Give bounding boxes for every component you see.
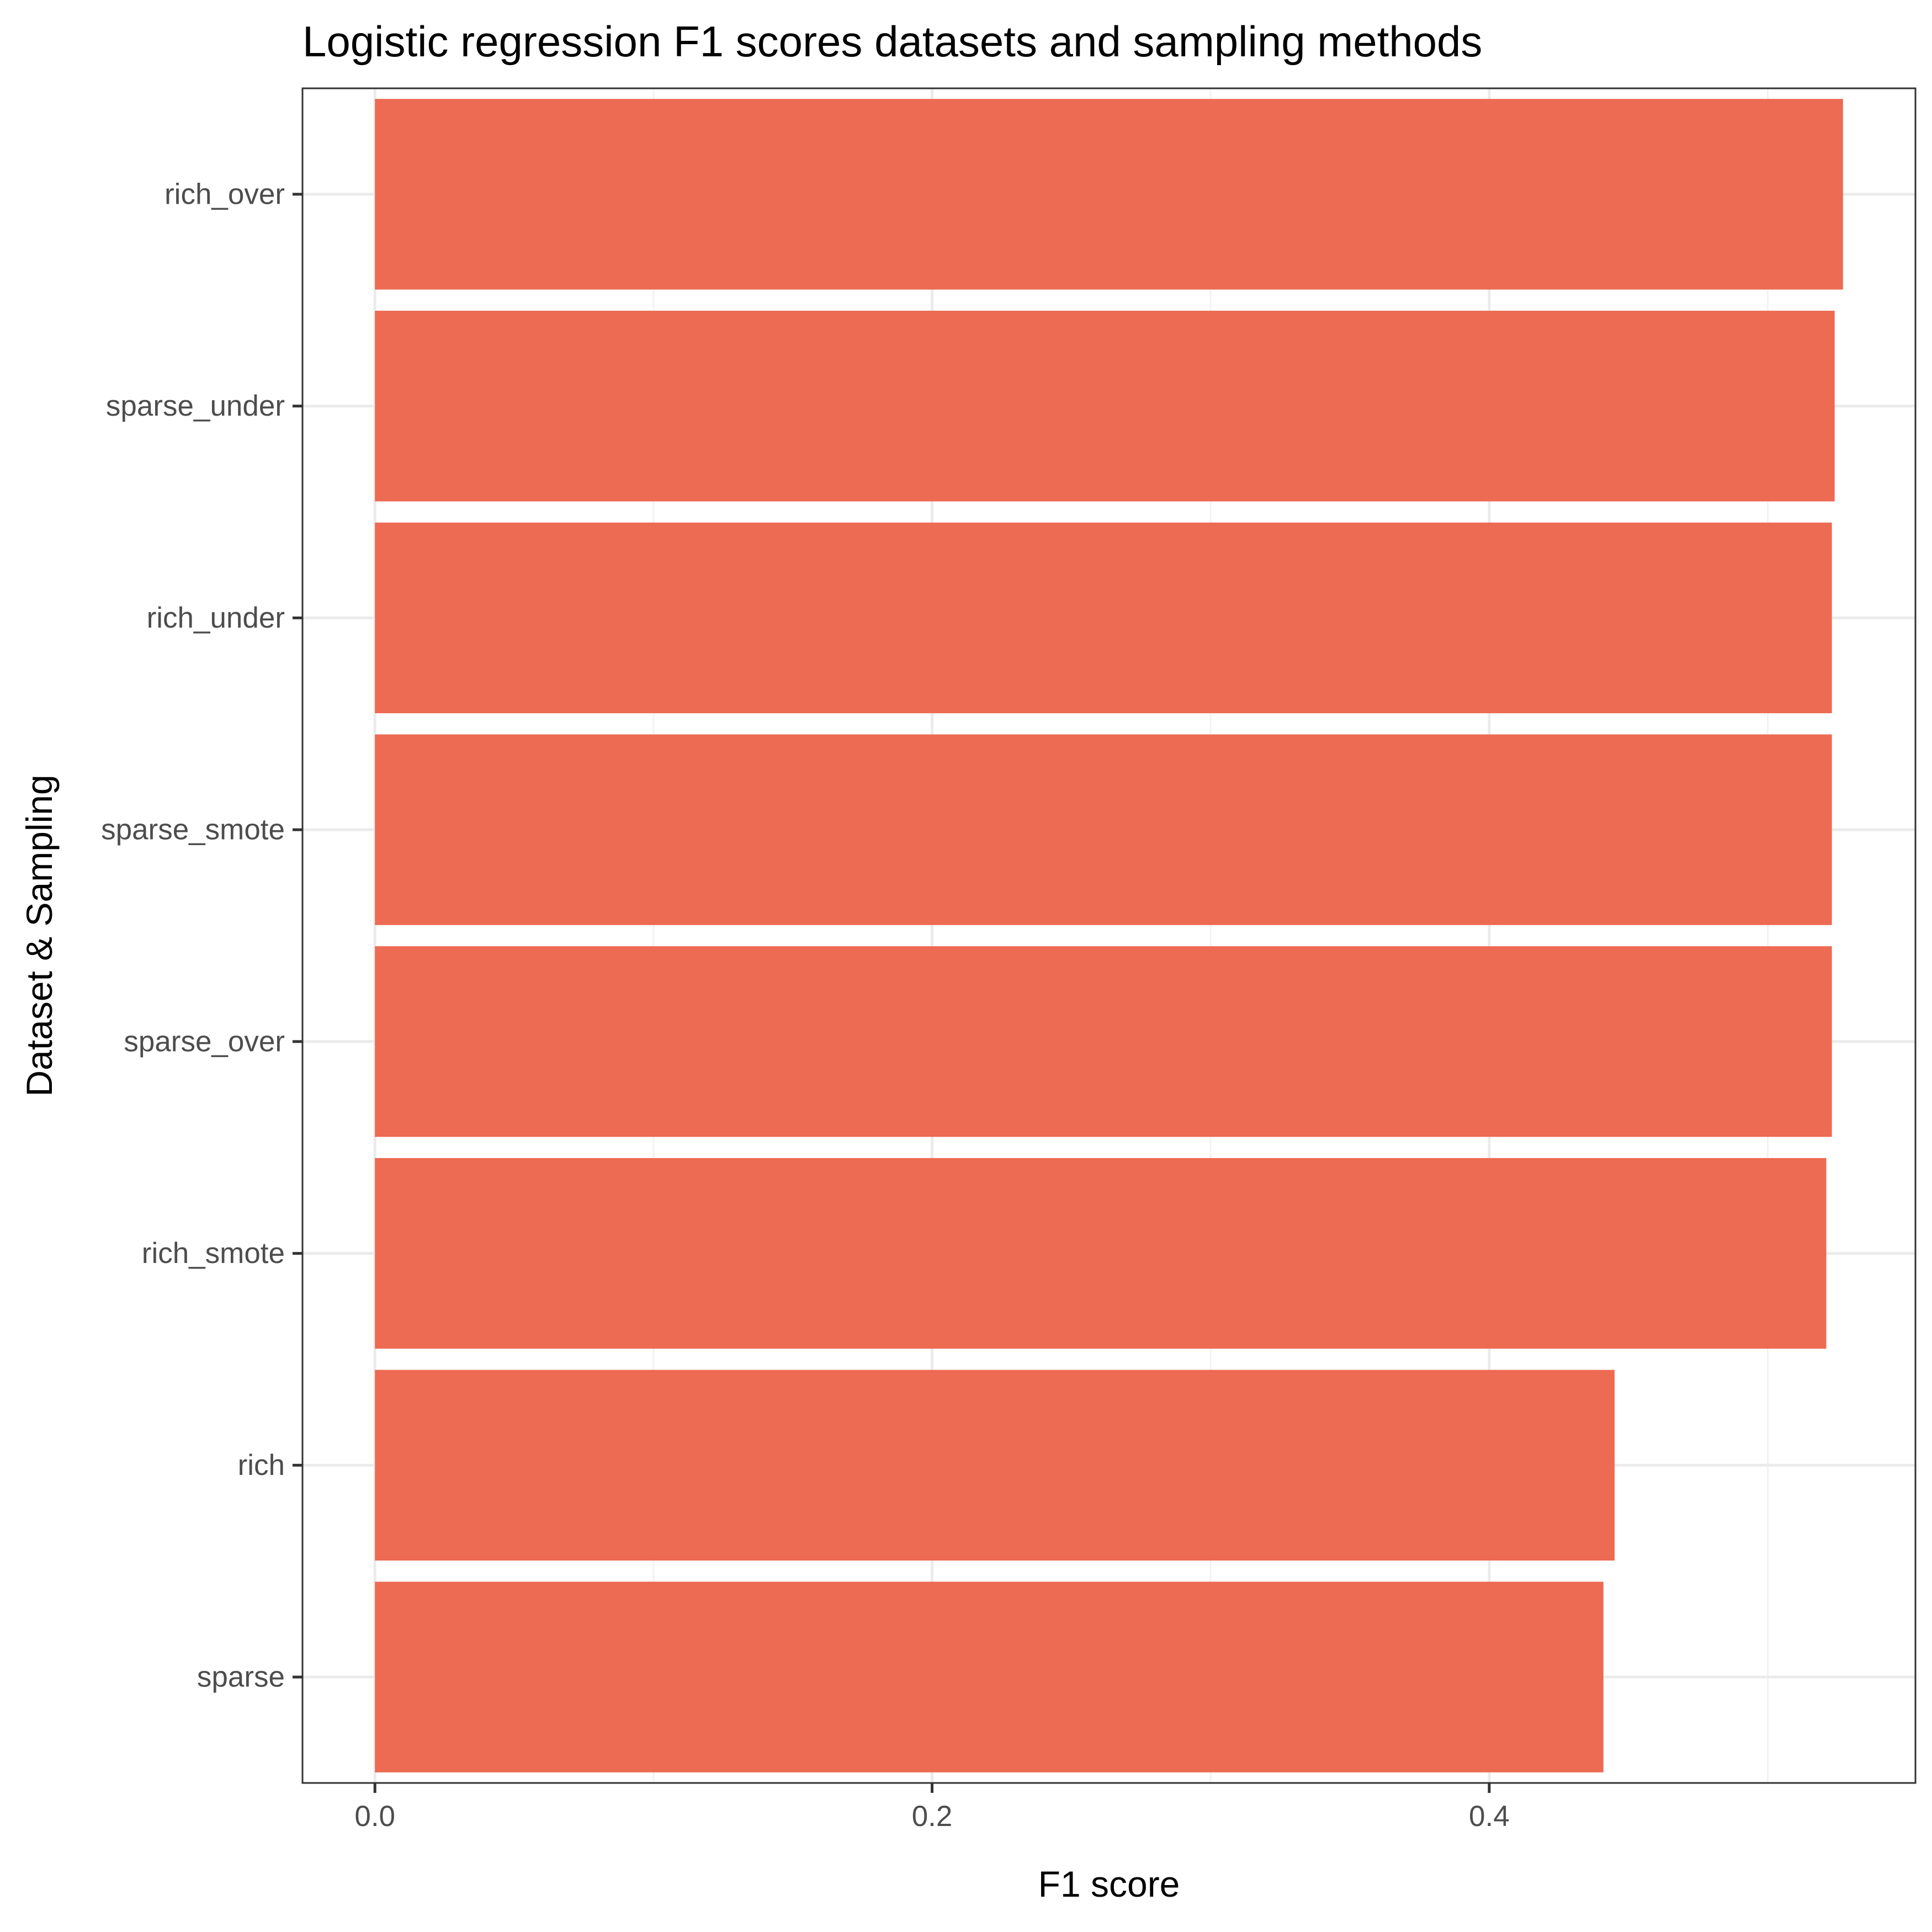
y-tick-label: sparse_over <box>124 1025 285 1058</box>
bar-sparse <box>375 1581 1604 1772</box>
y-tick-label: sparse_smote <box>101 814 285 846</box>
bar-sparse_smote <box>375 734 1832 925</box>
y-tick-label: sparse <box>197 1661 285 1694</box>
bars <box>375 99 1843 1772</box>
y-tick-label: sparse_under <box>106 390 285 422</box>
x-tick-label: 0.0 <box>354 1800 395 1833</box>
y-tick-label: rich_over <box>164 178 285 210</box>
x-tick-label: 0.2 <box>912 1800 953 1833</box>
bar-rich_under <box>375 522 1832 714</box>
x-axis: 0.0 0.2 0.4 <box>354 1783 1510 1833</box>
y-tick-label: rich_smote <box>142 1237 285 1270</box>
y-tick-label: rich_under <box>147 602 285 634</box>
x-tick-label: 0.4 <box>1469 1800 1510 1833</box>
bar-sparse_over <box>375 946 1832 1137</box>
bar-sparse_under <box>375 310 1835 502</box>
bar-rich_over <box>375 99 1843 290</box>
y-axis-title: Dataset & Sampling <box>19 774 60 1096</box>
bar-rich <box>375 1370 1615 1561</box>
bar-rich_smote <box>375 1158 1827 1349</box>
x-axis-title: F1 score <box>1038 1864 1180 1904</box>
chart-title: Logistic regression F1 scores datasets a… <box>302 17 1482 66</box>
y-axis: rich_over sparse_under rich_under sparse_sm… <box>101 178 302 1694</box>
plot-panel-border <box>301 87 1917 1784</box>
y-tick-label: rich <box>238 1449 285 1482</box>
